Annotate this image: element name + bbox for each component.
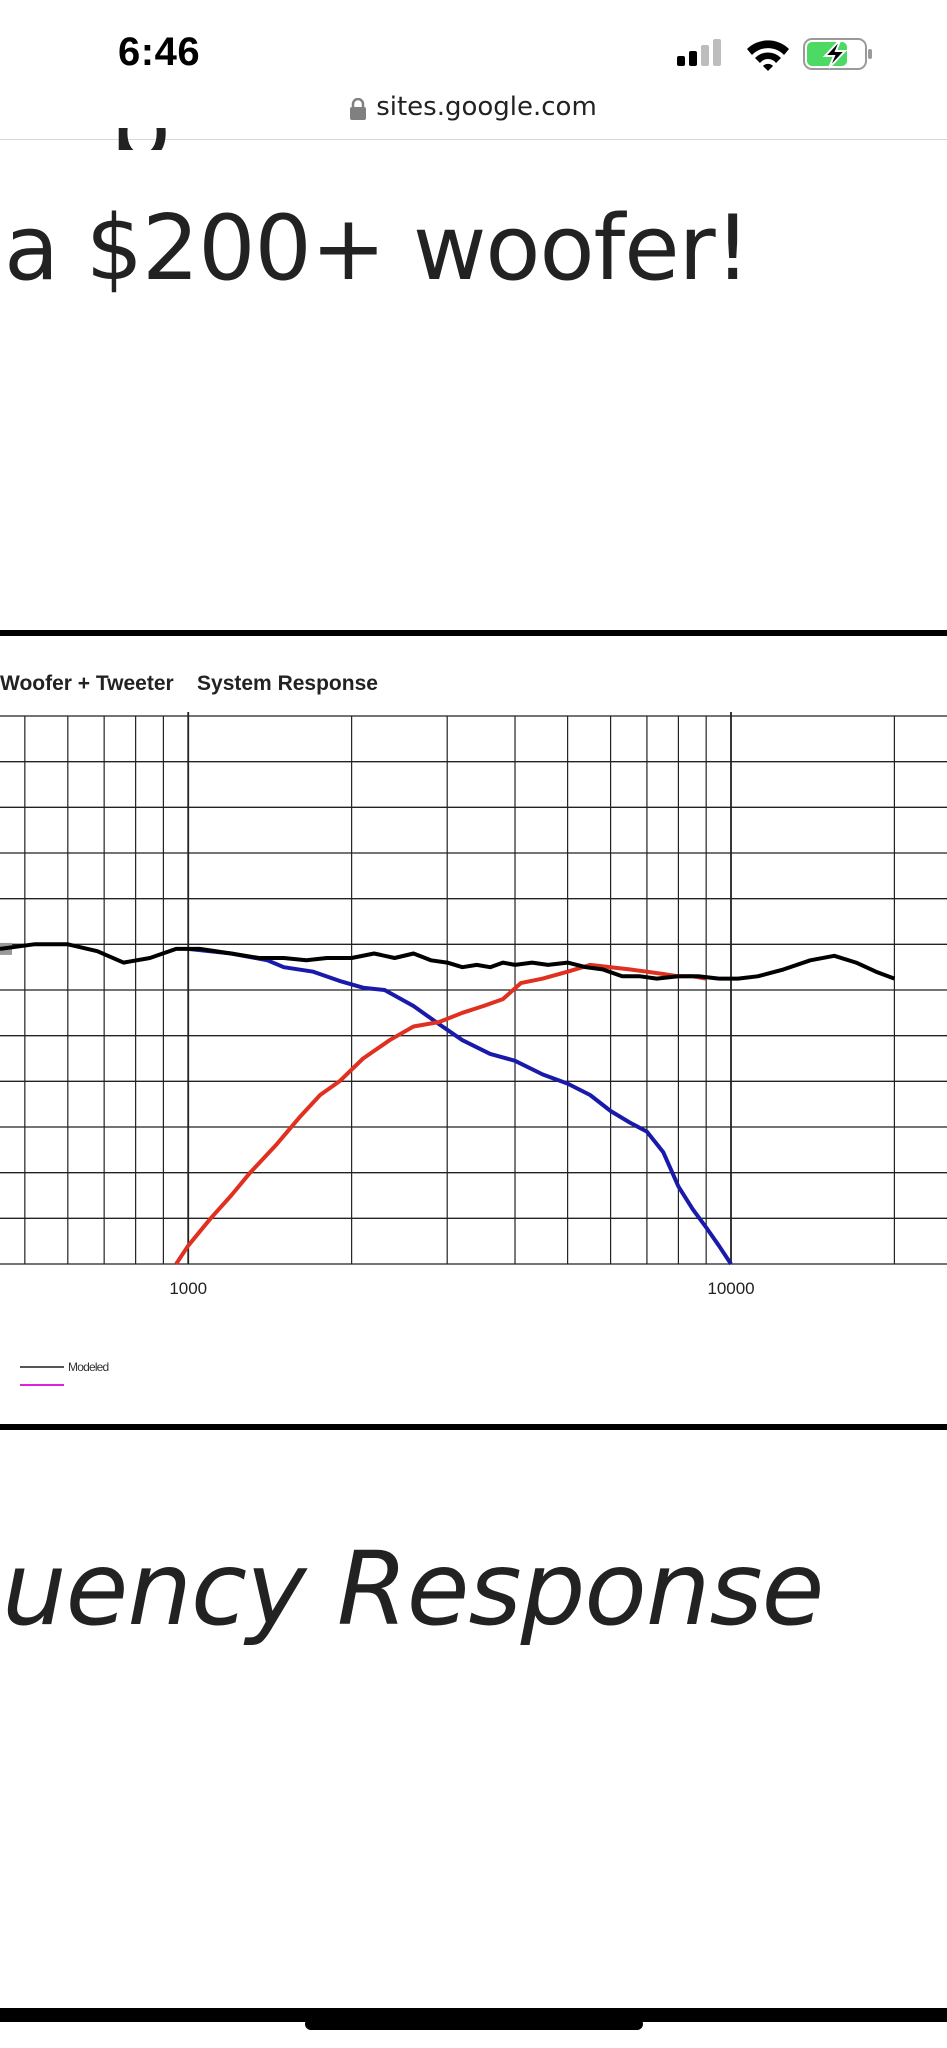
lock-icon	[350, 98, 367, 120]
series-line-system	[0, 942, 896, 981]
series-line-tweeter	[174, 962, 707, 1266]
chart-image: Woofer + Tweeter System Response 1000 100…	[0, 630, 947, 1430]
status-icons	[677, 38, 872, 71]
home-indicator[interactable]	[305, 2018, 643, 2030]
wifi-icon	[747, 40, 789, 71]
url-text: sites.google.com	[376, 92, 597, 122]
status-bar: 6:46	[0, 0, 947, 92]
chart-title: Woofer + Tweeter System Response	[0, 672, 378, 695]
cellular-signal-icon	[677, 39, 721, 66]
battery-charging-icon	[803, 38, 872, 70]
section-subheading: uency Response	[2, 1530, 824, 1649]
bottom-toolbar-edge	[0, 2008, 947, 2022]
headline-fragment: p	[110, 128, 230, 150]
series-line-woofer	[187, 946, 733, 1266]
clock: 6:46	[118, 30, 201, 74]
chart-series	[0, 942, 896, 1266]
x-tick-label: 10000	[707, 1279, 754, 1298]
chart-grid	[0, 712, 947, 1265]
x-tick-labels: 1000 10000	[169, 1279, 754, 1298]
page-headline: a $200+ woofer!	[4, 196, 751, 301]
chart-legend: Modeled	[20, 1360, 109, 1386]
address-bar[interactable]: sites.google.com	[0, 92, 947, 140]
legend-label-modeled: Modeled	[68, 1360, 109, 1374]
x-tick-label: 1000	[169, 1279, 207, 1298]
frequency-response-chart: Woofer + Tweeter System Response 1000 100…	[0, 672, 947, 1386]
